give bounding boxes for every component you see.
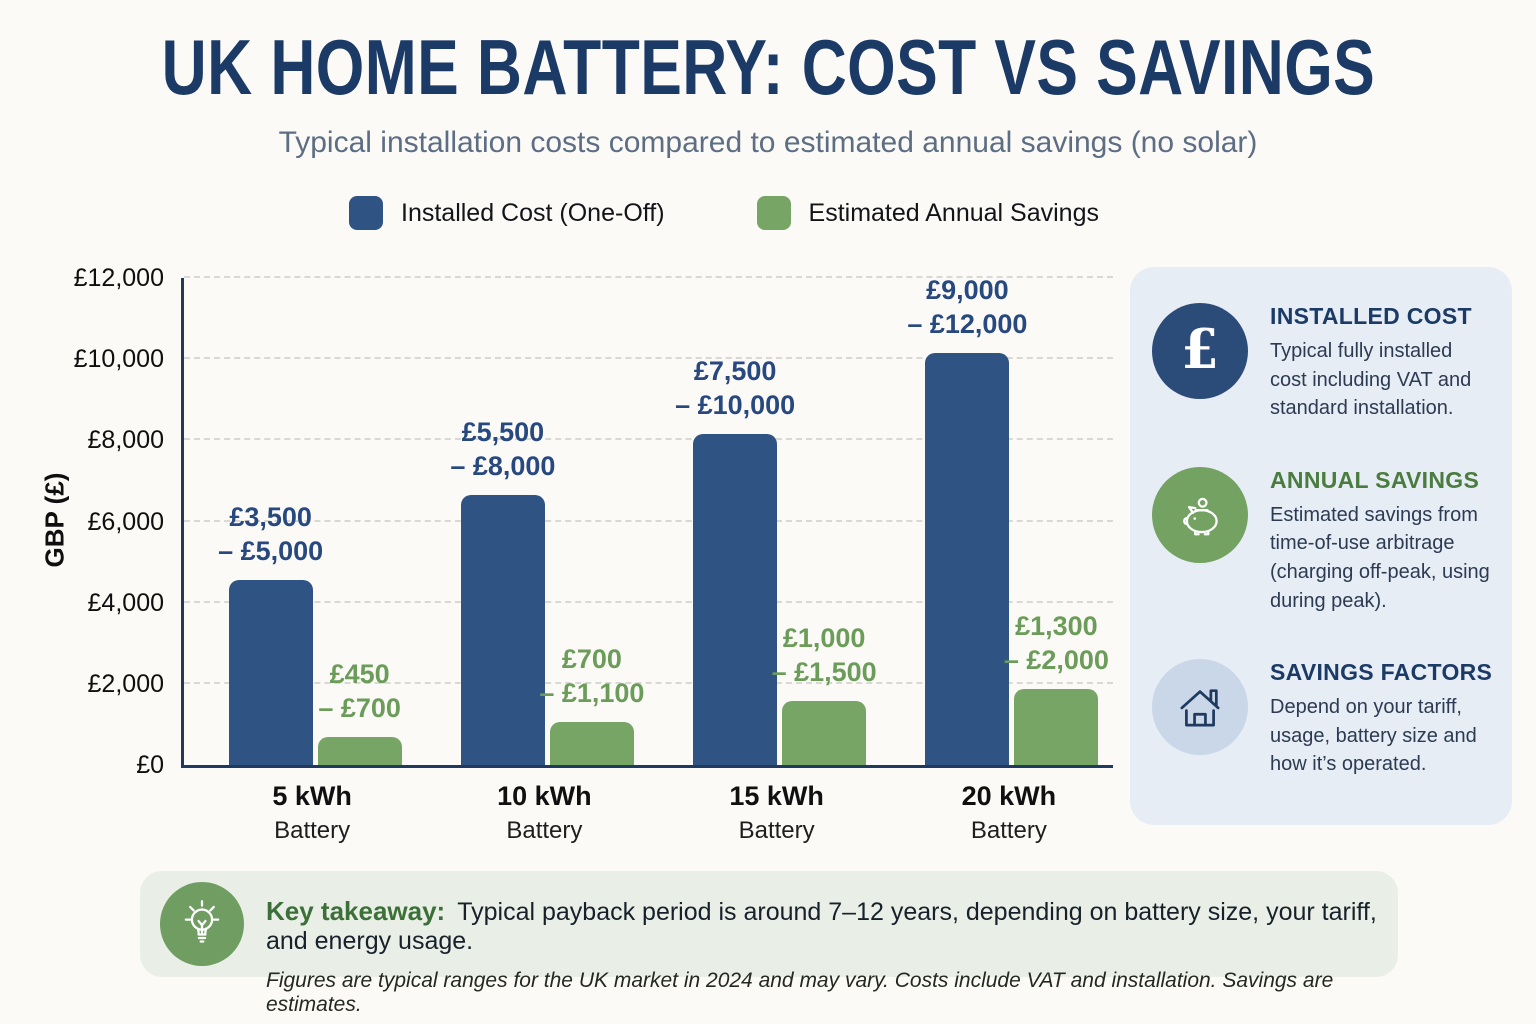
y-axis-tick-label: £2,000 bbox=[87, 669, 164, 698]
annual-savings-bar: £1,000– £1,500 bbox=[772, 623, 877, 765]
gridline bbox=[184, 276, 1113, 278]
page-subtitle: Typical installation costs compared to e… bbox=[278, 126, 1258, 159]
installed-cost-bar: £5,500– £8,000 bbox=[450, 417, 555, 765]
gridline bbox=[184, 438, 1113, 441]
annual-savings-bar: £1,300– £2,000 bbox=[1004, 611, 1109, 765]
y-axis-tick-label: £12,000 bbox=[73, 264, 164, 292]
bar-group: £7,500– £10,000 £1,000– £1,500 bbox=[664, 278, 896, 765]
bar-value-range-label: £7,500– £10,000 bbox=[675, 356, 796, 420]
info-heading: INSTALLED COST bbox=[1270, 303, 1472, 329]
installed-cost-bar: £9,000– £12,000 bbox=[907, 275, 1027, 765]
bar-value-range-label: £700– £1,100 bbox=[539, 644, 645, 708]
bar-value-range-label: £5,500– £8,000 bbox=[450, 417, 556, 481]
info-item-annual-savings: ANNUAL SAVINGS Estimated savings from ti… bbox=[1152, 466, 1494, 615]
bar-value-range-label: £450– £700 bbox=[318, 659, 401, 723]
gridline bbox=[184, 357, 1113, 360]
lightbulb-icon bbox=[160, 882, 244, 966]
bar-value-range-label: £1,300– £2,000 bbox=[1003, 611, 1109, 675]
piggy-bank-icon bbox=[1152, 466, 1248, 563]
y-axis-tick-labels: £0 £2,000 £4,000 £6,000 £8,000 £10,000 £12,000 bbox=[0, 264, 164, 779]
gridline bbox=[184, 600, 1113, 603]
info-body: Depend on your tariff, usage, battery si… bbox=[1270, 696, 1477, 776]
legend-swatch-blue bbox=[349, 196, 383, 230]
bar-groups: £3,500– £5,000 £450– £700 £5,500– £8,000 £7… bbox=[184, 275, 1113, 765]
bar-value-range-label: £3,500– £5,000 bbox=[218, 502, 324, 566]
chart-plot-area: £3,500– £5,000 £450– £700 £5,500– £8,000 £7… bbox=[181, 275, 1113, 768]
y-axis-tick-label: £4,000 bbox=[87, 588, 164, 617]
info-heading: SAVINGS FACTORS bbox=[1270, 659, 1493, 686]
pound-sterling-icon: £ bbox=[1152, 303, 1248, 399]
page-title: UK HOME BATTERY: COST VS SAVINGS bbox=[161, 23, 1375, 111]
takeaway-text: Typical payback period is around 7–12 ye… bbox=[266, 898, 1377, 955]
annual-savings-bar: £450– £700 bbox=[317, 659, 402, 765]
takeaway-footnote: Figures are typical ranges for the UK ma… bbox=[266, 969, 1334, 1016]
info-body: Typical fully installed cost including V… bbox=[1270, 340, 1472, 420]
info-sidebar: £ INSTALLED COST Typical fully installed… bbox=[1130, 267, 1512, 825]
info-heading: ANNUAL SAVINGS bbox=[1270, 466, 1480, 493]
legend-item-installed-cost: Installed Cost (One-Off) bbox=[349, 196, 665, 230]
x-axis-category-label: 10 kWh Battery bbox=[497, 781, 592, 844]
y-axis-tick-label: £6,000 bbox=[87, 507, 164, 536]
x-axis-category-label: 20 kWh Battery bbox=[961, 781, 1057, 844]
x-axis-category-label: 5 kWh Battery bbox=[272, 781, 352, 844]
installed-cost-bar: £7,500– £10,000 bbox=[675, 356, 795, 765]
bar-value-range-label: £9,000– £12,000 bbox=[907, 275, 1028, 339]
info-item-installed-cost: £ INSTALLED COST Typical fully installed… bbox=[1152, 303, 1494, 423]
gridline bbox=[184, 681, 1113, 684]
bar-group: £5,500– £8,000 £700– £1,100 bbox=[431, 278, 663, 765]
chart-legend: Installed Cost (One-Off) Estimated Annua… bbox=[0, 196, 1492, 230]
x-axis-category-label: 15 kWh Battery bbox=[729, 781, 824, 844]
legend-label: Installed Cost (One-Off) bbox=[401, 198, 665, 227]
legend-item-annual-savings: Estimated Annual Savings bbox=[756, 196, 1099, 230]
bar-value-range-label: £1,000– £1,500 bbox=[771, 623, 877, 687]
legend-label: Estimated Annual Savings bbox=[808, 198, 1099, 227]
info-item-savings-factors: SAVINGS FACTORS Depend on your tariff, u… bbox=[1152, 659, 1494, 779]
installed-cost-bar: £3,500– £5,000 bbox=[218, 502, 323, 765]
y-axis-tick-label: £10,000 bbox=[73, 345, 164, 374]
bar-group: £3,500– £5,000 £450– £700 bbox=[199, 278, 431, 765]
y-axis-tick-label: £0 bbox=[136, 751, 164, 779]
gridline bbox=[184, 519, 1113, 522]
bar-group: £9,000– £12,000 £1,300– £2,000 bbox=[896, 275, 1128, 765]
y-axis-tick-label: £8,000 bbox=[87, 426, 164, 455]
legend-swatch-green bbox=[756, 196, 791, 230]
house-icon bbox=[1152, 659, 1248, 756]
x-axis-category-labels: 5 kWh Battery 10 kWh Battery 15 kWh Battery 20… bbox=[181, 781, 1110, 845]
annual-savings-bar: £700– £1,100 bbox=[539, 644, 644, 765]
info-body: Estimated savings from time-of-use arbit… bbox=[1270, 503, 1490, 612]
key-takeaway-banner: Key takeaway: Typical payback period is a… bbox=[140, 871, 1398, 1016]
takeaway-label: Key takeaway: bbox=[266, 896, 446, 926]
